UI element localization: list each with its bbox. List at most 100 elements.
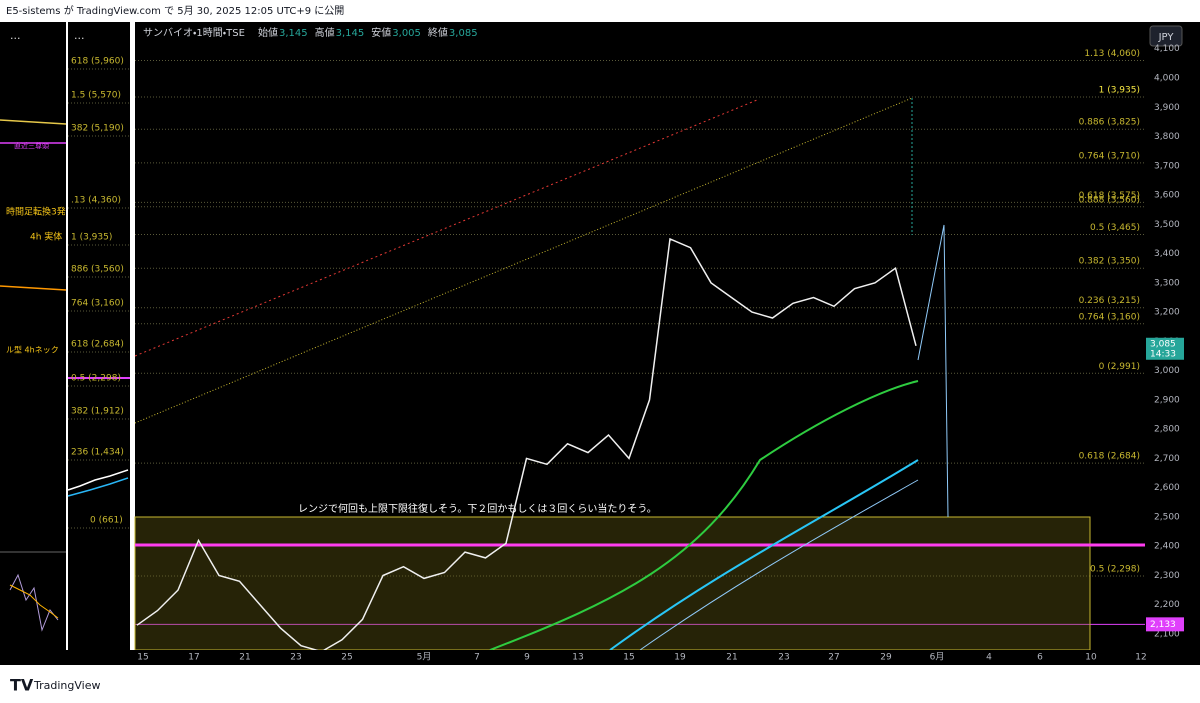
y-tick-label: 4,000 [1154,74,1180,84]
x-tick-label: 17 [188,653,199,663]
menu[interactable]: ... [74,29,85,42]
trend-line [134,99,758,357]
trend-line [0,119,67,125]
y-tick-label: 3,400 [1154,249,1180,259]
x-axis: 15 17 21 23 25 5月 7 9 13 15 19 21 23 27 29 6月 4 6 10 12 [137,652,1146,663]
y-tick-label: 2,700 [1154,454,1180,464]
x-tick-label: 6月 [930,652,945,663]
ma-line [67,477,129,497]
x-tick-label: 6 [1037,653,1043,663]
level-line [0,285,67,291]
y-tick-label: 3,000 [1154,366,1180,376]
fib-label: 618 (5,960) [71,57,124,67]
fib-label: 764 (3,160) [71,299,124,309]
ohlc: 始値 3,145 高値 3,145 安値 3,005 終値 3,085 [258,26,478,39]
fib-label: 0.888 (3,560) [1079,195,1140,205]
x-tick-label: 29 [880,653,892,663]
last-price-tag [1146,337,1184,360]
y-tick-label: 2,400 [1154,542,1180,552]
price-axis [1145,22,1200,650]
price-line [136,237,917,653]
fib-label: 1.5 (5,570) [71,91,121,101]
currency[interactable]: JPY [1158,32,1175,43]
x-tick-label: 15 [623,653,634,663]
y-tick-label: 3,500 [1154,220,1180,230]
y-tick-label: 2,200 [1154,600,1180,610]
fib-label: 886 (3,560) [71,265,124,275]
fib-label: 0.886 (3,825) [1079,118,1140,128]
y-tick-label: 2,500 [1154,512,1180,522]
level-tag [1146,617,1184,632]
price-plot [136,237,917,653]
x-tick-label: 19 [674,653,686,663]
ma-line [609,459,919,651]
x-tick-label: 21 [239,653,250,663]
left-panel [0,22,66,664]
x-tick-label: 21 [726,653,737,663]
note: 4h 実体 [30,231,62,243]
y-tick-label: 4,100 [1154,44,1180,54]
y-tick-label: 2,300 [1154,571,1180,581]
axis-labels: 4,100 4,000 3,900 3,800 3,700 3,600 3,500 3,400… [1146,44,1184,639]
ma-line [67,469,129,491]
y-tick-label: 3,700 [1154,161,1180,171]
logo: TV [10,676,34,695]
fib-label: 236 (1,434) [71,448,124,458]
menu[interactable]: ... [10,29,21,42]
y-tick-label: 3,600 [1154,191,1180,201]
y-tick-label: 2,100 [1154,629,1180,639]
projection [917,224,949,518]
note: 直近三尊頭 [14,141,49,150]
symbol: サンバイオ・1時間・TSE [143,27,245,39]
annotation: レンジで何回も上限下限往復しそう。下２回かもしくは３回くらい当たりそう。 [298,502,657,515]
x-tick-label: 15 [137,653,148,663]
x-tick-label: 7 [474,653,480,663]
fib-labels: 618 (5,960) 1.5 (5,570) 382 (5,190) .13 (4,… [68,57,130,529]
fib-label: 0.764 (3,160) [1079,312,1140,322]
y-tick-label: 2,800 [1154,425,1180,435]
ohlc-value: 3,085 [449,28,478,39]
fib-label: 0.618 (2,684) [1079,452,1140,462]
countdown: 14:33 [1150,349,1176,359]
x-tick-label: 4 [986,653,992,663]
y-tick-label: 2,900 [1154,395,1180,405]
currency-button[interactable] [1149,25,1183,47]
header-text: E5-sistems が TradingView.com で 5月 30, 20… [6,4,344,17]
y-tick-label: 2,600 [1154,483,1180,493]
y-tick-label: 3,900 [1154,103,1180,113]
ohlc-label: 始値 [258,26,278,39]
note: ル型 4hネック [6,346,59,355]
x-tick-label: 23 [290,653,301,663]
x-tick-label: 12 [1135,653,1146,663]
oscillator [9,584,59,619]
fib-label: 0.618 (3,575) [1079,191,1140,201]
x-tick-label: 25 [341,653,352,663]
y-tick-label: 3,800 [1154,132,1180,142]
fib-label: 0.236 (3,215) [1079,296,1140,306]
fib-label: 1.13 (4,060) [1084,49,1140,59]
fib-label: 0.764 (3,710) [1079,151,1140,161]
ohlc-label: 終値 [428,26,448,39]
x-tick-label: 13 [572,653,583,663]
fib-label: .13 (4,360) [71,196,121,206]
fib-label: 618 (2,684) [71,340,124,350]
x-tick-label: 5月 [417,652,432,663]
fib-label: 0 (2,991) [1099,362,1140,372]
fib-label: 0 (661) [90,516,123,526]
grid: 1.13 (4,060) 1 (3,935) 0.886 (3,825) 0.764 … [135,49,1145,625]
y-tick-label: 3,200 [1154,308,1180,318]
ohlc-label: 高値 [315,26,335,39]
brand: TradingView [33,679,100,692]
range-box [134,516,1091,651]
fib-label: 1 (3,935) [1099,86,1140,96]
fib-label: 0.5 (3,465) [1090,223,1140,233]
x-tick-label: 23 [778,653,789,663]
mid-panel [68,22,130,664]
fib-label: 0.382 (3,350) [1079,257,1140,267]
x-tick-label: 9 [524,653,530,663]
time-axis [0,650,1200,665]
ohlc-value: 3,145 [279,28,308,39]
x-tick-label: 27 [828,653,839,663]
